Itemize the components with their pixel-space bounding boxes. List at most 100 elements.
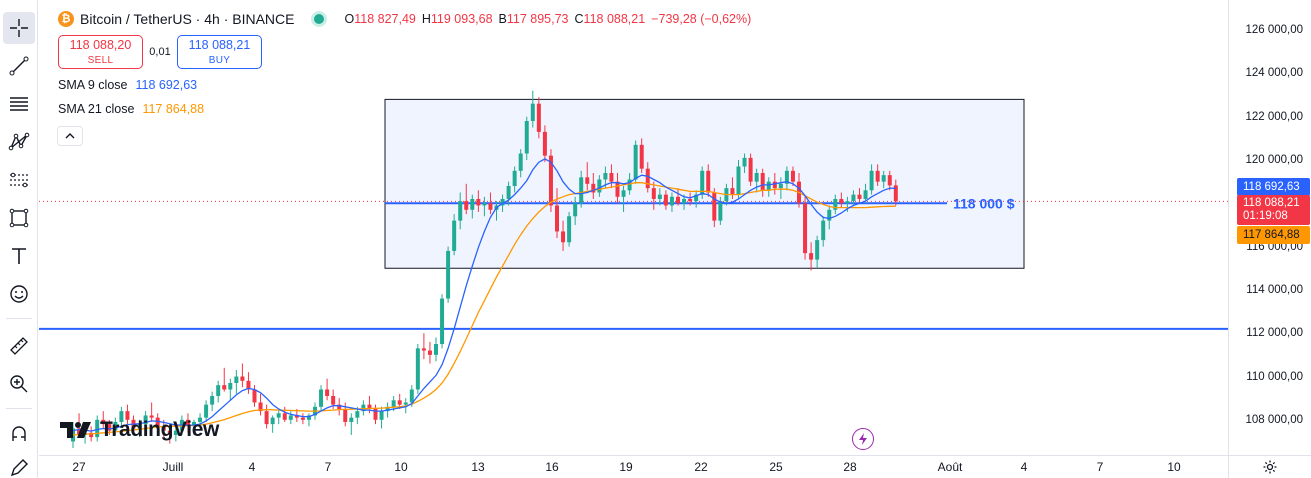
candle-body: [736, 166, 741, 195]
candle-body: [555, 205, 559, 232]
sma9-legend[interactable]: SMA 9 close 118 692,63: [58, 78, 197, 92]
candle-body: [524, 121, 529, 154]
candle-body: [881, 175, 886, 182]
candle-body: [597, 179, 602, 193]
candle-body: [657, 194, 662, 199]
candle-body: [270, 417, 275, 425]
smiley-icon: [10, 285, 28, 303]
symbol-title[interactable]: Bitcoin / TetherUS · 4h · BINANCE: [80, 11, 295, 27]
tradingview-logo[interactable]: TradingView: [60, 418, 219, 442]
candle-body: [355, 411, 360, 418]
text-tool[interactable]: [3, 240, 35, 272]
candle-body: [306, 415, 311, 420]
candle-body: [742, 157, 747, 167]
candle-body: [325, 389, 330, 396]
chart-settings-button[interactable]: [1228, 455, 1311, 478]
candle-body: [397, 400, 402, 405]
forecast-tool[interactable]: [3, 164, 35, 196]
candle-body: [530, 103, 535, 122]
candle-body: [137, 424, 142, 429]
sell-label: SELL: [87, 55, 114, 66]
candle-body: [319, 389, 324, 407]
magnet-icon: [12, 426, 26, 441]
price-tick: 126 000,00: [1245, 24, 1303, 37]
spread-value: 0,01: [149, 46, 171, 58]
candle-body: [827, 209, 832, 221]
zoom-tool[interactable]: [3, 368, 35, 400]
gear-icon: [1263, 460, 1277, 474]
buy-label: BUY: [208, 55, 231, 66]
price-tick: 114 000,00: [1246, 283, 1303, 296]
candle-body: [772, 181, 777, 189]
candle-body: [464, 201, 469, 210]
candle-body: [113, 421, 118, 431]
price-tick: 122 000,00: [1245, 110, 1303, 123]
candle-body: [288, 415, 293, 420]
symbol-legend: ₿ Bitcoin / TetherUS · 4h · BINANCE O118…: [58, 8, 751, 30]
sell-price: 118 088,20: [69, 38, 132, 52]
collapse-legend-button[interactable]: [57, 126, 83, 146]
last-price-tag: 118 088,21 01:19:08: [1237, 195, 1310, 225]
candle-body: [676, 196, 680, 204]
pattern-icon: [8, 132, 30, 151]
time-axis[interactable]: 27 Juill 4 7 10 13 16 19 22 25 28 Août 4 7 10: [39, 455, 1228, 478]
candle-body: [803, 203, 808, 254]
fib-retracement-tool[interactable]: [3, 88, 35, 120]
candle-body: [778, 183, 783, 189]
ruler-icon: [10, 337, 28, 355]
lightning-icon: [859, 433, 867, 445]
shapes-tool[interactable]: [3, 202, 35, 234]
candle-body: [663, 194, 668, 206]
price-tick: 112 000,00: [1246, 327, 1303, 340]
sell-button[interactable]: 118 088,20 SELL: [58, 35, 143, 69]
sma21-legend[interactable]: SMA 21 close 117 864,88: [58, 102, 204, 116]
drawing-mode-tool[interactable]: [3, 452, 35, 478]
last-price-value: 118 088,21: [1243, 197, 1300, 209]
chart-pane[interactable]: 118 000 $: [39, 0, 1228, 455]
high-value: 119 093,68: [430, 12, 493, 26]
pencil-icon: [10, 459, 28, 477]
replay-button[interactable]: [852, 428, 874, 450]
candle-body: [101, 419, 106, 425]
price-tick: 110 000,00: [1246, 370, 1303, 383]
candle-body: [506, 185, 511, 199]
time-tick: 10: [394, 460, 408, 474]
candle-body: [682, 198, 687, 204]
candle-body: [185, 419, 190, 427]
trend-line-tool[interactable]: [3, 50, 35, 82]
candle-body: [706, 170, 711, 193]
candle-body: [373, 408, 378, 420]
candle-body: [760, 172, 765, 191]
pattern-tool[interactable]: [3, 126, 35, 158]
candle-body: [839, 198, 844, 204]
candle-body: [548, 155, 553, 206]
sma9-value: 118 692,63: [135, 78, 198, 92]
candle-body: [427, 350, 432, 355]
buy-button[interactable]: 118 088,21 BUY: [177, 35, 262, 69]
sma21-label: SMA 21 close: [58, 102, 135, 116]
candle-body: [458, 201, 463, 221]
emoji-tool[interactable]: [3, 278, 35, 310]
candle-body: [857, 194, 862, 199]
forecast-icon: [10, 172, 28, 188]
candle-body: [482, 203, 487, 206]
candle-body: [766, 181, 771, 191]
candle-body: [246, 380, 251, 390]
measure-tool[interactable]: [3, 330, 35, 362]
candle-body: [89, 432, 94, 438]
price-chart[interactable]: 118 000 $: [39, 0, 1228, 455]
candle-body: [367, 404, 372, 409]
text-icon: [12, 248, 26, 264]
candle-body: [452, 220, 457, 251]
candle-body: [845, 201, 850, 204]
magnet-tool[interactable]: [3, 418, 35, 450]
price-axis[interactable]: 126 000,00 124 000,00 122 000,00 120 000,00…: [1228, 0, 1311, 455]
candle-body: [95, 419, 100, 438]
candle-body: [621, 190, 626, 197]
crosshair-tool[interactable]: [3, 12, 35, 44]
open-value: 118 827,49: [354, 12, 416, 26]
candle-body: [809, 253, 814, 260]
candle-body: [542, 131, 547, 156]
close-value: 118 088,21: [583, 12, 646, 26]
candle-body: [579, 177, 584, 204]
